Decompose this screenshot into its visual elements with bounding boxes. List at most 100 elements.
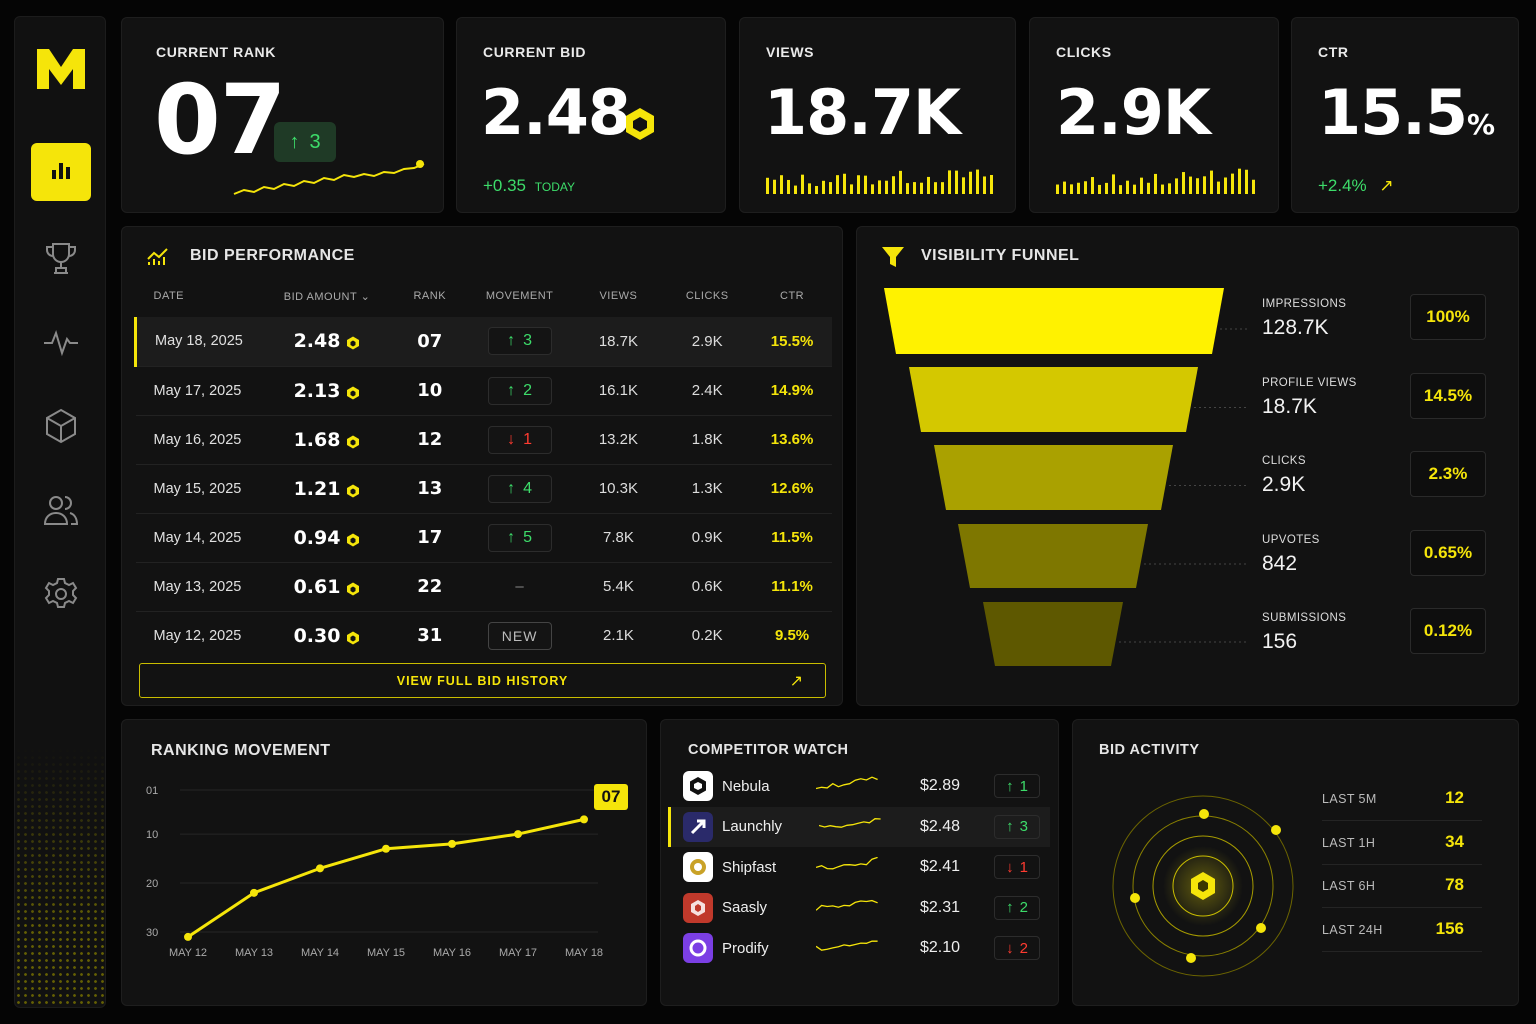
- panel-title: BID ACTIVITY: [1099, 742, 1200, 758]
- arrow-down-icon: ↓: [1006, 939, 1014, 957]
- view-full-history-button[interactable]: VIEW FULL BID HISTORY ↗: [139, 663, 826, 698]
- mini-bar: [1105, 182, 1108, 194]
- activity-orbit-graphic: [1112, 795, 1294, 977]
- mini-bar: [829, 182, 832, 194]
- mini-bar: [1175, 178, 1178, 194]
- ctr-delta: +2.4% ↗: [1318, 176, 1394, 195]
- col-ctr[interactable]: CTR: [780, 290, 805, 302]
- arrow-up-right-icon: ↗: [789, 672, 803, 690]
- cell-ctr: 11.1%: [752, 561, 832, 611]
- competitor-row[interactable]: Prodify $2.10 ↓ 2: [668, 928, 1050, 968]
- funnel-stage[interactable]: [958, 524, 1148, 588]
- mini-bar: [1154, 173, 1157, 194]
- mini-bar: [941, 182, 944, 194]
- movement-badge: ↓ 1: [487, 425, 552, 454]
- funnel-graphic: [884, 288, 1248, 666]
- nav-activity-button[interactable]: [31, 315, 91, 373]
- token-icon: [347, 582, 360, 596]
- cell-bid: 0.94: [259, 512, 395, 562]
- movement-badge: ↑ 3: [487, 327, 552, 356]
- brand-logo[interactable]: [35, 43, 87, 93]
- token-icon: [347, 484, 360, 498]
- nav-users-button[interactable]: [31, 483, 91, 541]
- cell-clicks: 1.3K: [662, 463, 753, 513]
- funnel-stage[interactable]: [884, 288, 1224, 354]
- nav-settings-button[interactable]: [31, 567, 91, 625]
- table-row[interactable]: May 14, 2025 0.94 17 ↑ 5 7.8K 0.9K 11.5%: [135, 512, 832, 562]
- mini-bar: [1119, 185, 1122, 194]
- x-tick-label: MAY 13: [235, 947, 273, 959]
- mini-bar: [1147, 182, 1150, 194]
- cell-clicks: 2.4K: [662, 365, 753, 415]
- nav-analytics-button[interactable]: [31, 143, 91, 201]
- competitor-movement: ↑ 2: [994, 895, 1040, 920]
- rank-point[interactable]: [580, 815, 588, 824]
- mini-bar: [1238, 168, 1241, 194]
- competitor-name: Nebula: [722, 777, 770, 795]
- rank-point[interactable]: [316, 864, 324, 873]
- mini-bar: [913, 182, 916, 194]
- movement-badge: ↑ 2: [487, 376, 552, 405]
- table-row[interactable]: May 17, 2025 2.13 10 ↑ 2 16.1K 2.4K 14.9%: [135, 365, 832, 415]
- mini-bar: [878, 180, 881, 194]
- views-value: 18.7K: [764, 76, 961, 149]
- mini-bar: [1168, 183, 1171, 194]
- rank-point[interactable]: [382, 844, 390, 853]
- mini-bar: [1224, 177, 1227, 194]
- funnel-stage[interactable]: [983, 602, 1123, 666]
- mini-bar: [1133, 184, 1136, 194]
- kpi-title: VIEWS: [766, 44, 815, 60]
- competitor-row[interactable]: Launchly $2.48 ↑ 3: [668, 806, 1050, 847]
- arrow-up-icon: ↑: [507, 381, 516, 399]
- x-tick-label: MAY 14: [301, 947, 339, 959]
- arrow-down-icon: ↓: [507, 430, 516, 448]
- competitor-name: Prodify: [722, 939, 769, 957]
- table-row[interactable]: May 15, 2025 1.21 13 ↑ 4 10.3K 1.3K 12.6%: [135, 463, 832, 513]
- x-tick-label: MAY 12: [169, 947, 207, 959]
- mini-bar: [892, 176, 895, 194]
- launch-icon: [683, 811, 713, 842]
- cube-icon: [683, 771, 713, 801]
- cell-ctr: 15.5%: [752, 317, 832, 366]
- cell-views: 5.4K: [574, 561, 663, 611]
- mini-bar: [1077, 182, 1080, 194]
- competitor-row[interactable]: Saasly $2.31 ↑ 2: [668, 888, 1050, 928]
- nav-trophy-button[interactable]: [31, 231, 91, 289]
- col-clicks[interactable]: CLICKS: [685, 290, 729, 302]
- kpi-current-bid: CURRENT BID 2.48 +0.35 TODAY: [456, 17, 726, 213]
- views-mini-bars: [766, 169, 993, 194]
- col-views[interactable]: VIEWS: [599, 290, 638, 302]
- rank-point[interactable]: [514, 830, 522, 839]
- movement-badge: ↑ 5: [487, 523, 552, 552]
- table-row[interactable]: May 13, 2025 0.61 22 – 5.4K 0.6K 11.1%: [135, 561, 832, 611]
- table-row[interactable]: May 12, 2025 0.30 31 NEW 2.1K 0.2K 9.5%: [135, 610, 832, 660]
- mini-bar: [990, 174, 993, 194]
- cell-bid: 0.30: [259, 610, 395, 660]
- table-row[interactable]: May 16, 2025 1.68 12 ↓ 1 13.2K 1.8K 13.6%: [135, 414, 832, 464]
- col-bid-amount[interactable]: BID AMOUNT ⌄: [283, 290, 371, 303]
- new-badge: NEW: [487, 621, 552, 650]
- mini-bar: [836, 175, 839, 194]
- mini-bar: [843, 173, 846, 194]
- funnel-stage[interactable]: [909, 367, 1198, 432]
- cell-date: May 16, 2025: [135, 414, 260, 464]
- arrow-up-icon: ↑: [289, 130, 300, 153]
- kpi-title: CURRENT BID: [483, 44, 587, 60]
- table-row[interactable]: May 18, 2025 2.48 07 ↑ 3 18.7K 2.9K 15.5%: [134, 317, 832, 366]
- mini-bar: [808, 183, 811, 194]
- funnel-stage[interactable]: [934, 445, 1173, 510]
- activity-row: LAST 6H 78: [1322, 865, 1482, 908]
- rank-point[interactable]: [448, 839, 456, 848]
- col-rank[interactable]: RANK: [413, 290, 447, 302]
- pulse-icon: [43, 327, 79, 362]
- nav-products-button[interactable]: [31, 399, 91, 457]
- rank-point[interactable]: [250, 888, 258, 897]
- competitor-row[interactable]: Nebula $2.89 ↑ 1: [668, 766, 1050, 806]
- arrow-up-icon: ↑: [1006, 818, 1014, 835]
- competitor-row[interactable]: Shipfast $2.41 ↓ 1: [668, 847, 1050, 887]
- rank-point[interactable]: [184, 932, 192, 941]
- col-movement[interactable]: MOVEMENT: [485, 290, 554, 302]
- rank-value: 07: [154, 64, 287, 176]
- col-date[interactable]: DATE: [153, 290, 185, 302]
- bid-activity-panel: BID ACTIVITY: [1072, 719, 1519, 1006]
